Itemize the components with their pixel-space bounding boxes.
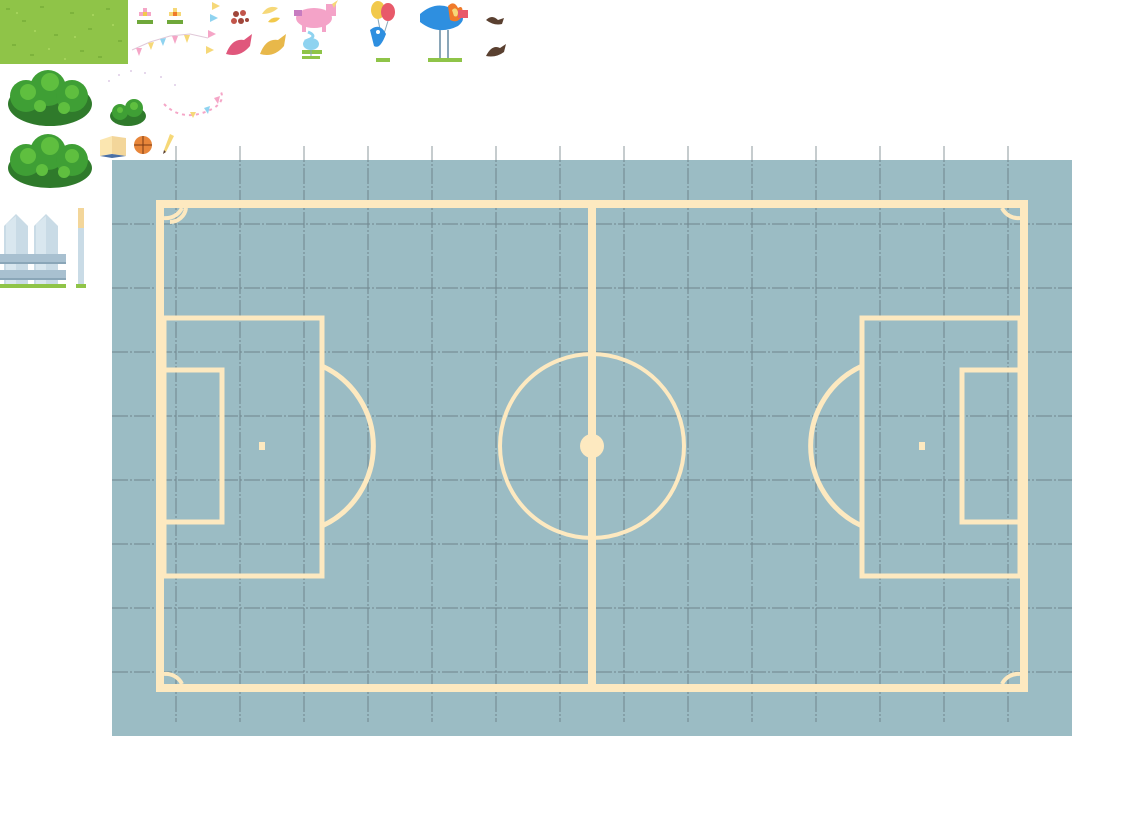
pencil-icon[interactable] [160,132,178,156]
corner-arc-top-right [1000,206,1021,221]
open-book-icon[interactable] [98,130,128,158]
unicorn-spring-rider-icon[interactable] [288,0,344,58]
right-goal-area [959,367,1023,525]
dot-cluster-icon[interactable] [228,6,252,30]
center-circle [498,352,686,540]
balloons-icon[interactable] [366,0,400,66]
fire-fish-sign-icon[interactable] [418,0,474,64]
blue-fish-balloon-icon[interactable] [296,34,326,60]
right-penalty-arc [808,363,864,529]
flower-pink-icon[interactable] [134,4,156,26]
center-spot [580,434,604,458]
fence-icon[interactable] [0,210,66,290]
corner-arc-bottom-left [163,671,184,686]
grass-tile-icon[interactable] [0,0,128,64]
yellow-bird-icon[interactable] [256,32,290,62]
corner-arc-bottom-right [1000,671,1021,686]
flower-yellow-icon[interactable] [164,4,186,26]
confetti-icon [108,70,223,118]
right-penalty-spot [919,442,925,450]
left-penalty-spot [259,442,265,450]
pennant-flag-icon[interactable] [204,0,230,60]
pennant-bunting-icon[interactable] [130,30,210,64]
fence-post-icon[interactable] [76,208,86,290]
corner-arc-top-left [163,206,188,225]
bird-silhouette-icon[interactable] [482,10,512,30]
leaf-sprout-icon[interactable] [258,2,284,26]
bush-large-icon[interactable] [4,128,96,190]
left-penalty-arc [320,363,376,529]
bush-small-icon[interactable] [106,96,150,128]
soccer-field[interactable] [112,146,1072,736]
bird-silhouette-icon[interactable] [482,38,512,62]
left-goal-area [161,367,225,525]
basketball-icon[interactable] [132,134,154,156]
bush-large-icon[interactable] [4,66,96,128]
red-bird-icon[interactable] [222,32,256,62]
